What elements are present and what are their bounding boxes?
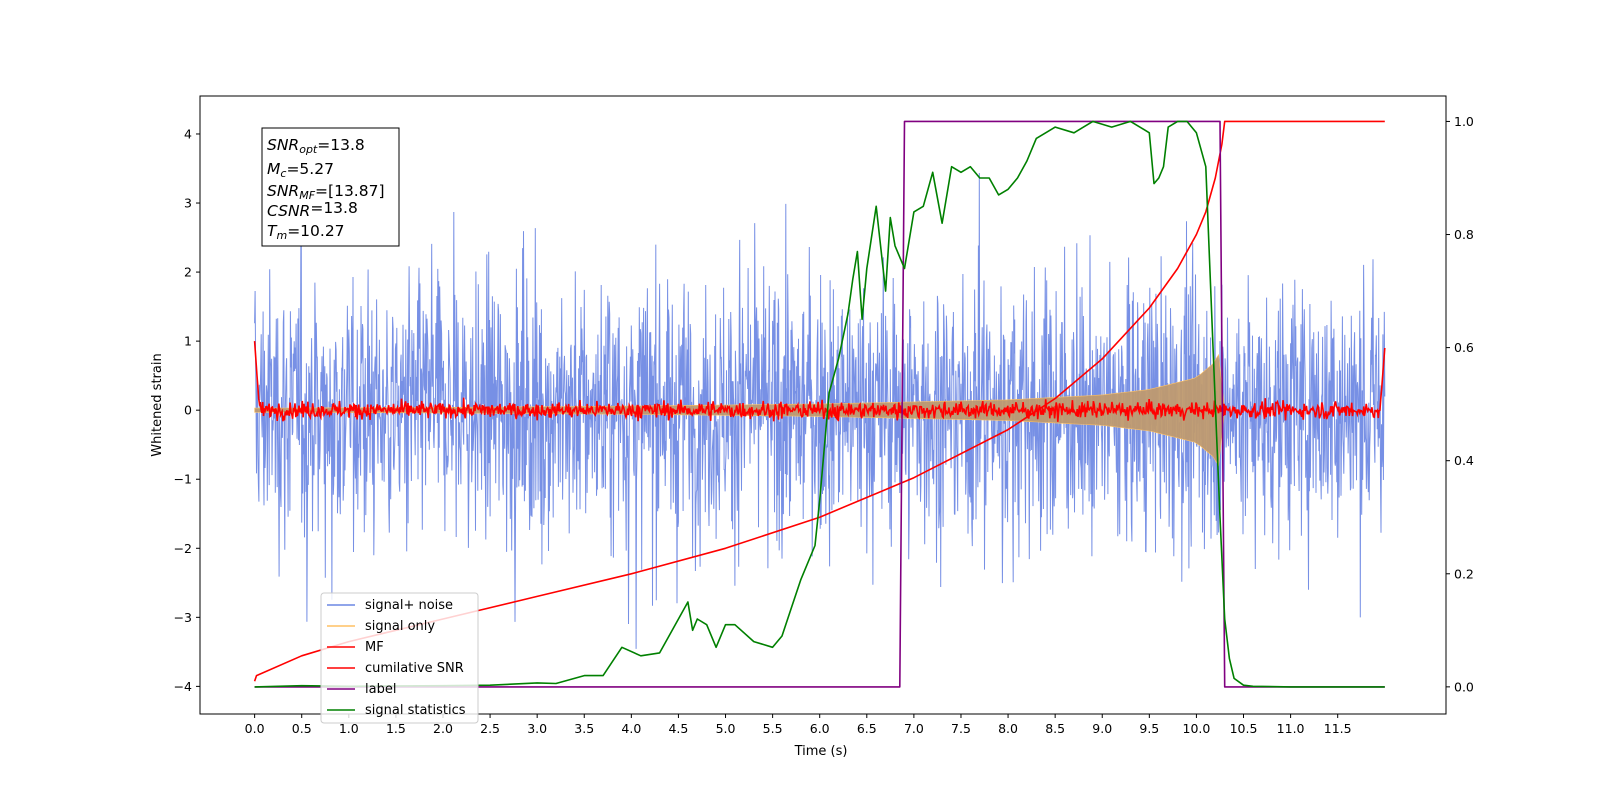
series-signal-noise [254,172,1386,649]
x-tick-label: 7.5 [951,721,971,736]
series-mf [253,341,1386,422]
y2-tick-label: 0.0 [1454,679,1474,694]
x-axis-title: Time (s) [794,744,848,759]
y-tick-label: 4 [184,126,192,141]
x-tick-label: 7.0 [904,721,924,736]
legend-label: label [365,682,396,697]
x-tick-label: 8.5 [1045,721,1065,736]
y-axis-title: Whitened strain [150,353,165,456]
annotation-line: Tm=10.27 [267,222,345,242]
x-tick-label: 4.5 [668,721,688,736]
x-tick-label: 6.0 [810,721,830,736]
x-tick-label: 9.0 [1092,721,1112,736]
x-tick-label: 6.5 [857,721,877,736]
annotation-line: CSNR=13.8 [267,199,358,220]
x-tick-label: 1.0 [339,721,359,736]
y-tick-label: 3 [184,196,192,211]
x-tick-label: 3.5 [574,721,594,736]
legend: signal+ noise signal only MF cumilative … [320,592,479,724]
y-tick-label: 1 [184,334,192,349]
x-tick-label: 11.0 [1277,721,1305,736]
x-tick-label: 8.0 [998,721,1018,736]
y-tick-label: 0 [184,403,192,418]
y2-tick-label: 0.2 [1454,566,1474,581]
y-tick-label: −4 [174,679,192,694]
x-tick-label: 5.0 [716,721,736,736]
legend-frame [320,592,479,724]
x-tick-label: 11.5 [1324,721,1352,736]
y2-tick-label: 1.0 [1454,114,1474,129]
annotation-box: SNRopt=13.8 Mc=5.27 SNRMF=[13.87] CSNR=1… [261,127,400,247]
x-tick-label: 9.5 [1139,721,1159,736]
x-tick-label: 10.0 [1183,721,1211,736]
legend-label: signal statistics [365,703,466,718]
x-tick-label: 10.5 [1230,721,1258,736]
y2-tick-label: 0.6 [1454,340,1474,355]
legend-label: MF [365,640,384,655]
y-tick-label: 2 [184,265,192,280]
series-signal-statistics [254,120,1385,688]
x-tick-label: 5.5 [763,721,783,736]
x-tick-label: 3.0 [527,721,547,736]
annotation-line: SNRopt=13.8 [267,136,365,156]
annotation-frame [261,127,400,247]
x-tick-label: 2.0 [433,721,453,736]
legend-label: signal+ noise [365,598,453,613]
y2-tick-label: 0.8 [1454,227,1474,242]
y-tick-label: −3 [174,610,192,625]
annotation-line: Mc=5.27 [267,160,334,180]
y-tick-label: −2 [174,541,192,556]
x-tick-label: 1.5 [386,721,406,736]
y-tick-label: −1 [174,472,192,487]
x-tick-label: 2.5 [480,721,500,736]
axes: 0.0 0.5 1.0 1.5 2.0 2.5 3.0 3.5 4.0 4.5 5.0 5.5 6.0 6… [174,114,1474,736]
x-tick-label: 4.0 [621,721,641,736]
x-tick-label: 0.0 [245,721,265,736]
y2-tick-label: 0.4 [1454,453,1474,468]
legend-label: cumilative SNR [365,661,464,676]
legend-label: signal only [365,619,435,634]
plot-frame [199,95,1447,715]
annotation-line: SNRMF=[13.87] [267,182,385,202]
x-tick-label: 0.5 [292,721,312,736]
